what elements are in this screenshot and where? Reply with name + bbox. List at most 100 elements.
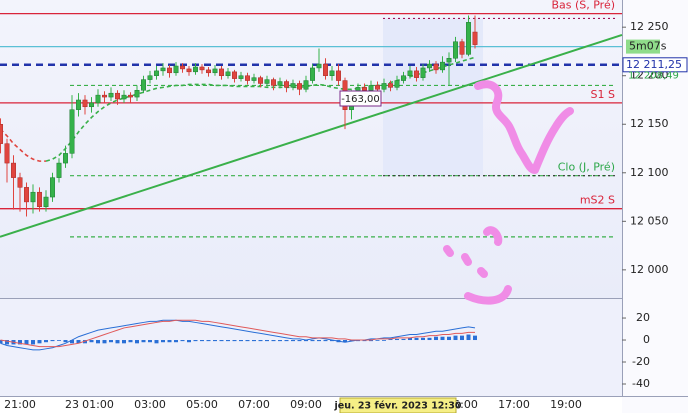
histogram-bar [154,340,159,344]
x-tick-label: 21:00 [4,398,36,411]
histogram-bar [232,340,237,342]
candle-body [433,63,439,71]
candle-body [147,75,153,80]
candle-body [95,94,101,104]
macd-line [0,319,476,351]
histogram-bar [128,340,133,343]
histogram-bar [388,338,393,341]
histogram-bar [57,340,61,341]
histogram-bar [414,337,419,341]
candle-body [43,196,49,208]
x-tick-label: 03:00 [134,398,166,411]
x-tick-label: 19:00 [550,398,582,411]
y-tick-label: -40 [632,377,650,390]
histogram-bar [239,340,243,342]
candle-body [472,31,478,45]
candle-body [108,92,114,98]
measure-box [339,90,382,107]
candle-body [63,153,68,164]
candle-body [199,66,205,71]
histogram-bar [37,340,42,344]
x-tick-label: 09:00 [290,398,322,411]
histogram-bar [167,340,172,343]
histogram-bar [362,340,367,342]
candle-body [297,83,302,90]
candle-body [11,162,16,178]
histogram-bar [421,337,425,341]
candle-body [303,80,309,90]
candle-body [466,22,471,55]
candle-body [50,177,55,198]
candle-body [336,70,341,81]
histogram-bar [343,340,347,343]
candle-body [193,66,198,73]
timer-label: 5m07s [629,40,667,53]
histogram-bar [83,340,87,344]
candle-body [258,77,263,84]
histogram-bar [356,340,360,342]
histogram-bar [180,340,185,342]
candle-body [141,79,146,91]
candle-body [362,87,367,91]
crosshair-box [339,397,457,413]
candle-body [30,191,36,203]
candle-body [316,63,322,69]
candle-body [251,77,257,81]
candle-body [368,85,374,91]
candle-body [173,65,179,74]
candle-body [290,83,296,88]
histogram-bar [31,340,35,345]
candle-body [76,99,81,110]
histogram-bar [265,340,269,342]
x-tick-label: 05:00 [186,398,218,411]
candle-body [407,70,413,76]
freehand-drawing [443,80,574,305]
crosshair-label: jeu. 23 févr. 2023 12:30 [334,401,462,412]
candle-body [245,75,250,81]
y-tick-label: 0 [643,333,650,346]
x-tick-label: 17:00 [498,398,530,411]
histogram-bar [18,340,22,345]
histogram-bar [174,340,178,343]
histogram-bar [252,340,256,342]
candle-body [271,79,276,86]
histogram-bar [193,340,198,342]
histogram-bar [427,337,432,341]
x-tick-label: 07:00 [238,398,270,411]
histogram-bar [76,340,81,344]
histogram-bar [408,337,412,341]
histogram-bar [447,336,451,341]
candle-body [388,83,393,88]
y-tick-label: 12 150 [630,117,669,130]
y-tick-label: 12 000 [630,263,669,276]
ma-price-label: 12 208,49 [628,70,679,81]
macd-line [0,319,475,348]
histogram-bar [200,340,204,342]
candle-body [219,68,224,76]
histogram-bar [89,340,94,343]
histogram-bar [440,336,445,341]
histogram-bar [382,340,386,341]
histogram-bar [375,340,380,341]
candle-body [17,177,23,188]
histogram-bar [271,340,276,342]
histogram-bar [96,340,100,344]
candle-body [414,70,419,78]
candle-body [323,63,328,76]
histogram-bar [349,340,354,342]
candle-body [394,80,400,88]
candle-body [212,68,218,74]
histogram-bar [401,338,406,341]
histogram-bar [369,340,373,342]
y-tick-label: 20 [636,311,650,324]
candle-body [427,63,432,69]
y-tick-label: 12 100 [630,166,669,179]
candle-body [375,85,380,90]
candle-body [440,61,445,71]
candle-body [459,41,465,55]
histogram-bar [213,340,217,342]
candle-body [134,90,140,98]
level-label: S1 S [591,88,615,101]
histogram-bar [278,340,282,342]
